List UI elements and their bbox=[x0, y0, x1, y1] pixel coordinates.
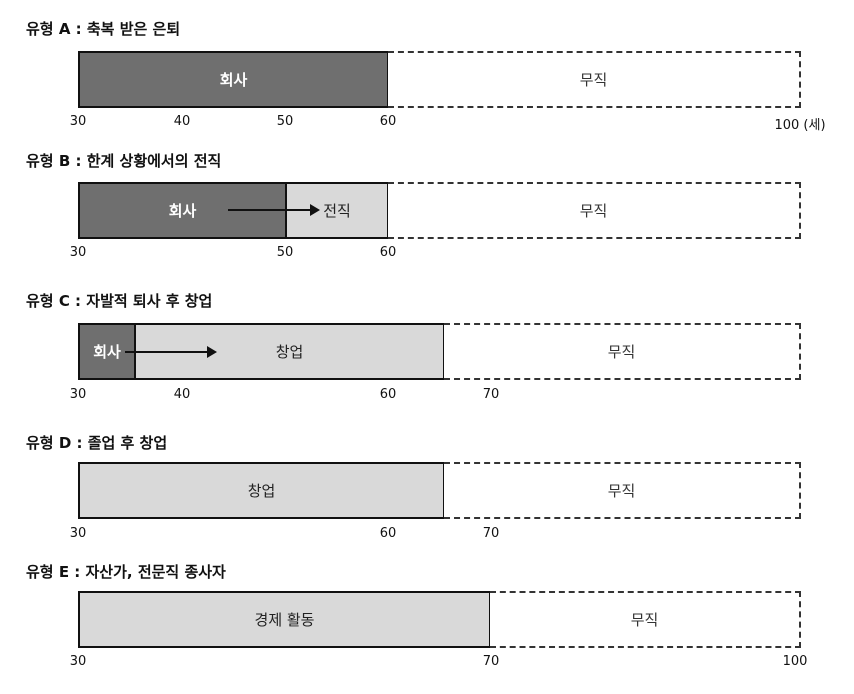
type-c-company-segment: 회사 bbox=[78, 323, 134, 380]
type-a-bar: 회사 무직 bbox=[78, 51, 801, 108]
type-e-tick: 70 bbox=[482, 654, 500, 669]
type-b-title: 유형 B : 한계 상황에서의 전직 bbox=[26, 152, 222, 170]
type-c-arrow bbox=[125, 346, 217, 358]
type-d-tick: 70 bbox=[482, 526, 500, 541]
type-d-tick: 30 bbox=[69, 526, 87, 541]
type-b-bar: 회사 전직 무직 bbox=[78, 182, 801, 239]
type-c-unemployed-segment: 무직 bbox=[444, 323, 801, 380]
type-c-tick: 40 bbox=[173, 387, 191, 402]
type-a-tick: 50 bbox=[276, 114, 294, 129]
type-b-tick: 30 bbox=[69, 245, 87, 260]
type-c-bar: 회사 창업 무직 bbox=[78, 323, 801, 380]
type-a-tick: 40 bbox=[173, 114, 191, 129]
type-d-startup-label: 창업 bbox=[247, 482, 276, 500]
type-a-company-label: 회사 bbox=[219, 71, 248, 89]
type-b-company-label: 회사 bbox=[168, 202, 197, 220]
type-c-tick: 60 bbox=[379, 387, 397, 402]
type-b-tick: 60 bbox=[379, 245, 397, 260]
type-a-tick: 100 (세) bbox=[774, 118, 826, 133]
type-c-tick: 70 bbox=[482, 387, 500, 402]
type-d-title: 유형 D : 졸업 후 창업 bbox=[26, 434, 168, 452]
type-d-unemployed-segment: 무직 bbox=[444, 462, 801, 519]
type-a-unemployed-segment: 무직 bbox=[388, 51, 801, 108]
type-e-unemployed-label: 무직 bbox=[630, 611, 659, 629]
type-c-startup-label: 창업 bbox=[275, 343, 304, 361]
type-b-unemployed-segment: 무직 bbox=[388, 182, 801, 239]
type-c-tick: 30 bbox=[69, 387, 87, 402]
type-e-unemployed-segment: 무직 bbox=[490, 591, 801, 648]
type-d-startup-segment: 창업 bbox=[78, 462, 445, 519]
type-b-tick: 50 bbox=[276, 245, 294, 260]
type-e-tick: 100 bbox=[782, 654, 808, 669]
type-a-title: 유형 A : 축복 받은 은퇴 bbox=[26, 20, 181, 38]
type-d-unemployed-label: 무직 bbox=[607, 482, 636, 500]
type-a-tick: 30 bbox=[69, 114, 87, 129]
type-b-arrow bbox=[228, 204, 320, 216]
type-c-unemployed-label: 무직 bbox=[607, 343, 636, 361]
type-e-activity-label: 경제 활동 bbox=[254, 611, 315, 629]
type-d-tick: 60 bbox=[379, 526, 397, 541]
type-a-company-segment: 회사 bbox=[78, 51, 389, 108]
type-d-bar: 창업 무직 bbox=[78, 462, 801, 519]
type-b-transfer-label: 전직 bbox=[323, 202, 351, 220]
type-c-company-label: 회사 bbox=[93, 343, 121, 361]
type-e-title: 유형 E : 자산가, 전문직 종사자 bbox=[26, 563, 226, 581]
type-a-unemployed-label: 무직 bbox=[579, 71, 608, 89]
type-c-title: 유형 C : 자발적 퇴사 후 창업 bbox=[26, 292, 213, 310]
type-e-bar: 경제 활동 무직 bbox=[78, 591, 801, 648]
type-b-unemployed-label: 무직 bbox=[579, 202, 608, 220]
type-e-activity-segment: 경제 활동 bbox=[78, 591, 491, 648]
type-a-tick: 60 bbox=[379, 114, 397, 129]
type-e-tick: 30 bbox=[69, 654, 87, 669]
